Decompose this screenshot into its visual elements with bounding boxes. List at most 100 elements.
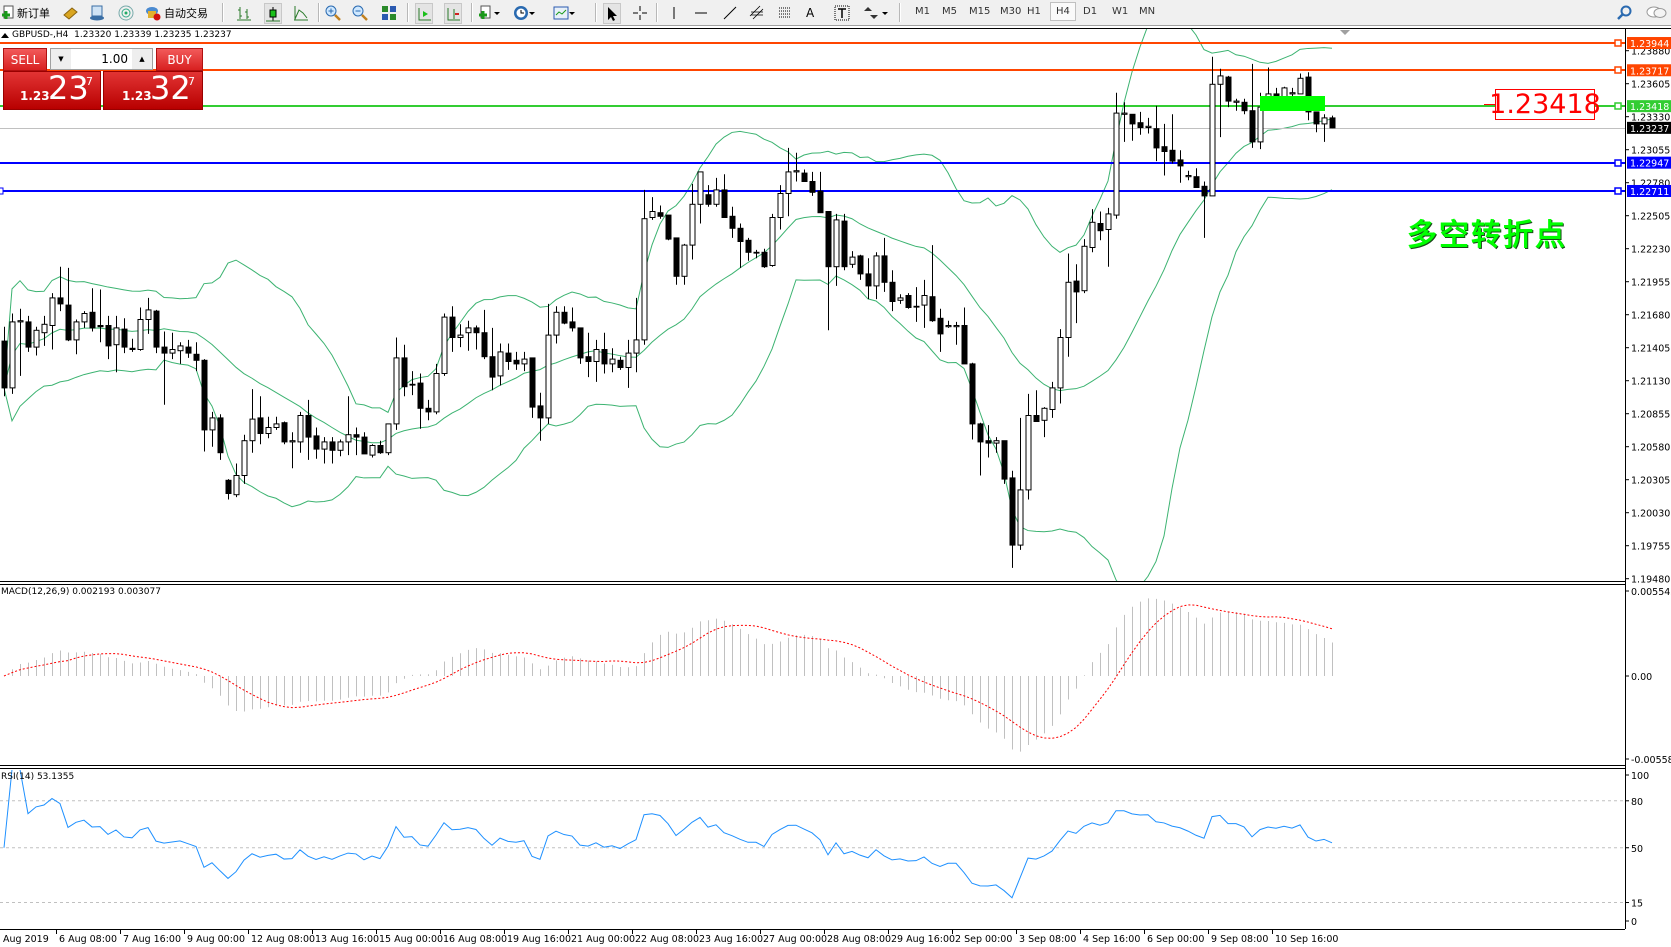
price-tick-label: 1.19480 [1631,575,1670,586]
time-tick-label: 29 Aug 16:00 [891,934,955,945]
lot-decrease-button[interactable]: ▼ [51,49,71,69]
search-icon[interactable] [1616,3,1632,22]
crosshair-icon[interactable] [632,3,648,22]
time-tick-label: 3 Sep 08:00 [1019,934,1076,945]
auto-trading-button[interactable]: 自动交易 [145,3,208,22]
price-label-1-23418[interactable]: 1.23418 [1489,89,1601,120]
candle-bull [249,418,256,442]
timeframe-w1[interactable]: W1 [1112,6,1129,17]
line-anchor-handle [1614,159,1622,167]
candle-bull [681,244,688,277]
candle-bear [937,317,944,335]
candle-bear [1009,477,1016,546]
price-label-connector [1484,104,1495,105]
bar-chart-icon[interactable] [236,3,252,22]
line-chart-icon[interactable] [293,3,309,22]
price-tag-label: 1.23944 [1630,39,1669,50]
equidistant-channel-icon[interactable] [749,3,765,22]
candle-bear [857,255,864,275]
candle-bull [1121,112,1128,115]
candle-bull [1105,213,1112,230]
text-icon[interactable]: A [806,5,815,20]
navigator-icon[interactable] [89,3,105,22]
fibonacci-icon[interactable] [778,3,794,22]
trendline-icon[interactable] [722,3,738,22]
new-chart-icon[interactable] [478,3,500,22]
buy-price-pipette: 7 [188,75,195,88]
candle-bull [33,329,40,348]
candle-bear [825,211,832,268]
zoom-out-icon[interactable] [352,3,368,22]
candle-bull [753,251,760,254]
candle-bull [1089,221,1096,249]
buy-price-big: 32 [150,69,191,107]
candle-bull [553,311,560,336]
timeframe-m15[interactable]: M15 [969,6,991,17]
chart-shift-marker[interactable] [1340,30,1350,35]
timeframe-m30[interactable]: M30 [1000,6,1022,17]
buy-button[interactable]: BUY [156,48,203,71]
candle-bull [697,171,704,205]
rsi-tick-label: 80 [1631,797,1643,808]
candle-bear [665,214,672,240]
candle-bull [1025,415,1032,491]
candle-bull [321,441,328,450]
candle-bull [793,170,800,173]
horizontal-line-icon[interactable] [693,3,709,22]
time-tick-label: 9 Sep 08:00 [1211,934,1268,945]
market-watch-icon[interactable] [62,3,78,22]
candle-bear [329,441,336,451]
buy-price[interactable]: 1.23 32 7 [103,69,203,110]
sell-button[interactable]: SELL [3,48,47,71]
candle-bull [145,309,152,320]
timeframe-h1[interactable]: H1 [1027,6,1041,17]
green-zone-rectangle[interactable] [1260,96,1325,111]
auto-trading-icon [145,5,161,21]
candle-bear [1153,128,1160,149]
templates-icon[interactable] [553,3,575,22]
sell-price[interactable]: 1.23 23 7 [3,69,101,110]
candle-bear [841,220,848,268]
timeframe-m1[interactable]: M1 [915,6,930,17]
cursor-icon[interactable] [603,3,621,24]
auto-trading-label: 自动交易 [164,6,208,20]
price-tick-label: 1.23330 [1631,113,1670,124]
autoscroll-icon[interactable] [444,3,462,24]
candle-bear [401,357,408,388]
rsi-tick-label: 100 [1631,771,1649,782]
timeframe-d1[interactable]: D1 [1083,6,1098,17]
price-tag-label: 1.23717 [1630,66,1669,77]
candle-bull [953,325,960,328]
chart-shift-icon[interactable] [415,3,433,24]
candle-bull [265,427,272,434]
timeframe-m5[interactable]: M5 [942,6,957,17]
candle-bull [1017,489,1024,546]
periods-icon[interactable] [513,3,535,22]
arrows-icon[interactable] [862,3,888,22]
lot-value: 1.00 [101,52,128,66]
signals-icon[interactable] [118,3,134,22]
timeframe-h4[interactable]: H4 [1050,2,1076,21]
lot-increase-button[interactable]: ▲ [132,49,152,69]
collapse-triangle-icon[interactable] [1,32,9,38]
candle-bull [345,434,352,443]
chat-icon[interactable] [1646,3,1668,22]
annotation-text[interactable]: 多空转折点 [1407,218,1567,253]
lot-size-field[interactable]: ▼ 1.00 ▲ [50,48,153,70]
candlestick-icon[interactable] [264,3,282,24]
sell-price-prefix: 1.23 [20,89,50,103]
candle-bear [617,359,624,368]
candle-bear [1305,76,1312,113]
vertical-line-icon[interactable] [666,3,682,22]
candle-bear [1161,146,1168,152]
candle-bear [505,352,512,363]
timeframe-mn[interactable]: MN [1139,6,1156,17]
candle-bull [1065,281,1072,338]
candle-bull [233,475,240,496]
text-label-icon[interactable] [834,3,850,22]
tile-windows-icon[interactable] [381,3,397,22]
zoom-in-icon[interactable] [325,3,341,22]
new-order-button[interactable]: 新订单 [1,3,50,22]
candle-bull [17,320,24,323]
